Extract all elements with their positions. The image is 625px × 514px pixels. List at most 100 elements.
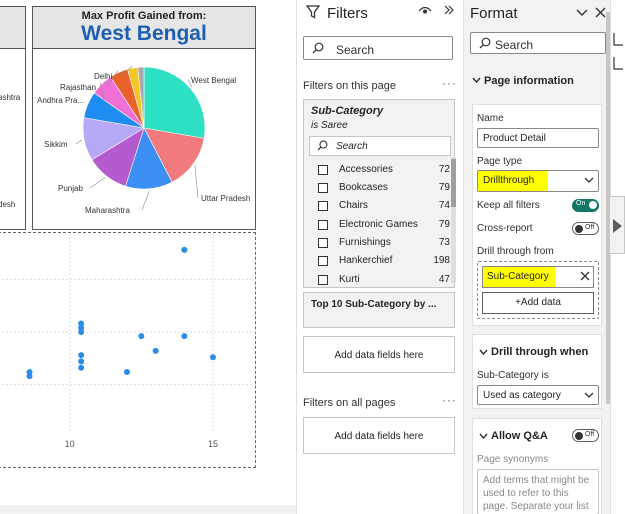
add-data-fields-page[interactable]: Add data fields here (303, 336, 455, 373)
filter-card-condition: is Saree (311, 120, 348, 131)
format-search-input[interactable]: Search (470, 32, 606, 54)
cross-report-toggle[interactable]: Off (572, 222, 599, 235)
toggle-knob (575, 432, 583, 440)
scatter-point[interactable] (78, 320, 85, 327)
pie-label: Andhra Pra... (37, 96, 84, 105)
checkbox[interactable] (318, 183, 328, 193)
subcategory-filter-card[interactable]: Sub-Category is Saree Search Accessories… (303, 99, 456, 289)
allow-qa-header[interactable]: Allow Q&A (491, 430, 548, 442)
chevron-down-icon[interactable] (479, 432, 488, 442)
collapse-filters-icon[interactable] (443, 4, 455, 19)
close-icon[interactable] (580, 271, 590, 284)
pie-visual-card[interactable]: Max Profit Gained from: West Bengal West… (32, 6, 256, 230)
format-pane: Format Search Page information Name Prod… (463, 0, 611, 514)
pie-label: Maharashtra (85, 206, 130, 215)
scrollbar-thumb[interactable] (451, 159, 456, 207)
page-name-input[interactable]: Product Detail (477, 128, 599, 148)
page-information-card: Name Product Detail Page type Drillthrou… (472, 104, 602, 326)
filter-item-name: Furnishings (339, 237, 391, 248)
top10-filter-card[interactable]: Top 10 Sub-Category by ... (303, 292, 455, 328)
drill-from-label: Drill through from (477, 246, 554, 257)
pie-label: Rajasthan (60, 83, 96, 92)
search-icon (312, 42, 324, 57)
scatter-visual-card[interactable]: 10 15 (0, 232, 256, 468)
filter-item-count: 79 (438, 219, 450, 230)
filter-item-name: Electronic Games (339, 219, 418, 230)
pie-slice[interactable] (137, 66, 145, 129)
scatter-point[interactable] (181, 246, 188, 253)
scatter-point[interactable] (78, 328, 85, 335)
subcat-is-value: Used as category (483, 390, 561, 401)
drill-field-pill[interactable]: Sub-Category (482, 266, 594, 288)
allow-qa-toggle[interactable]: Off (572, 429, 599, 442)
page-synonyms-input[interactable]: Add terms that might be used to refer to… (477, 469, 599, 514)
filters-search-input[interactable]: Search (303, 36, 453, 60)
add-data-button[interactable]: +Add data (482, 292, 594, 314)
more-options-icon[interactable]: ··· (442, 76, 457, 90)
page-synonyms-placeholder: Add terms that might be used to refer to… (483, 475, 590, 512)
filter-item[interactable]: Kurti 47 (318, 273, 450, 289)
page-type-dropdown[interactable]: Drillthrough (477, 170, 599, 192)
scatter-point[interactable] (78, 358, 85, 365)
scatter-point[interactable] (152, 347, 159, 354)
filter-item[interactable]: Accessories 72 (318, 163, 450, 179)
filter-item-count: 198 (433, 255, 450, 266)
scatter-point[interactable] (78, 352, 85, 359)
pie-label: Uttar Pradesh (201, 194, 250, 203)
pie-visual-subtitle: Max Profit Gained from: (81, 10, 207, 22)
left-visual-card[interactable]: ashtra desh (0, 6, 26, 230)
format-search-placeholder: Search (495, 38, 534, 52)
pane-switcher-icon[interactable] (613, 56, 624, 75)
chevron-down-icon[interactable] (479, 348, 488, 358)
filter-item[interactable]: Chairs 74 (318, 199, 450, 215)
subcat-is-dropdown[interactable]: Used as category (477, 385, 599, 405)
scatter-point[interactable] (78, 324, 85, 331)
filters-all-pages-label: Filters on all pages (303, 397, 396, 409)
filter-item-count: 74 (438, 200, 450, 211)
scatter-chart[interactable]: 10 15 (0, 233, 256, 469)
filter-item[interactable]: Electronic Games 79 (318, 218, 450, 234)
filter-item[interactable]: Bookcases 79 (318, 181, 450, 197)
scatter-point[interactable] (138, 333, 145, 340)
filter-list-scrollbar[interactable] (451, 157, 456, 283)
more-options-icon[interactable]: ··· (442, 393, 457, 407)
pie-label: Sikkim (44, 140, 68, 149)
add-data-fields-all[interactable]: Add data fields here (303, 417, 455, 454)
scatter-point[interactable] (124, 368, 130, 375)
report-canvas[interactable]: ashtra desh Max Profit Gained from: West… (0, 0, 296, 514)
scatter-point[interactable] (210, 354, 216, 361)
eye-icon[interactable] (418, 5, 432, 20)
expand-pane-button[interactable] (609, 196, 625, 254)
drill-from-well[interactable]: Sub-Category +Add data (477, 261, 599, 319)
checkbox[interactable] (318, 275, 328, 285)
checkbox[interactable] (318, 220, 328, 230)
page-information-header[interactable]: Page information (484, 75, 574, 87)
format-pane-scrollbar[interactable] (606, 0, 611, 514)
filters-search-placeholder: Search (336, 43, 375, 57)
drill-through-when-header[interactable]: Drill through when (491, 346, 589, 358)
page-type-label: Page type (477, 156, 523, 167)
pie-slice[interactable] (143, 66, 206, 139)
scrollbar-thumb[interactable] (606, 12, 611, 404)
chevron-down-icon[interactable] (576, 6, 588, 21)
scatter-point[interactable] (181, 333, 188, 340)
canvas-horizontal-scrollbar[interactable] (0, 505, 296, 514)
scatter-point[interactable] (26, 368, 33, 375)
chevron-down-icon[interactable] (472, 76, 481, 86)
cross-report-label: Cross-report (477, 223, 533, 234)
pie-slice[interactable] (143, 127, 205, 183)
checkbox[interactable] (318, 238, 328, 248)
keep-filters-label: Keep all filters (477, 200, 540, 211)
pie-chart[interactable]: West Bengal Uttar Pradesh Maharashtra Punja… (33, 50, 255, 230)
filter-item[interactable]: Hankerchief 198 (318, 254, 450, 270)
scatter-point[interactable] (78, 364, 85, 371)
checkbox[interactable] (318, 201, 328, 211)
filter-item[interactable]: Furnishings 73 (318, 236, 450, 252)
checkbox[interactable] (318, 165, 328, 175)
keep-filters-toggle[interactable]: On (572, 199, 599, 212)
pane-switcher-icon[interactable] (613, 32, 624, 51)
checkbox[interactable] (318, 256, 328, 266)
close-icon[interactable] (595, 6, 606, 21)
filter-card-search-input[interactable]: Search (309, 136, 451, 156)
scatter-point[interactable] (26, 373, 33, 380)
